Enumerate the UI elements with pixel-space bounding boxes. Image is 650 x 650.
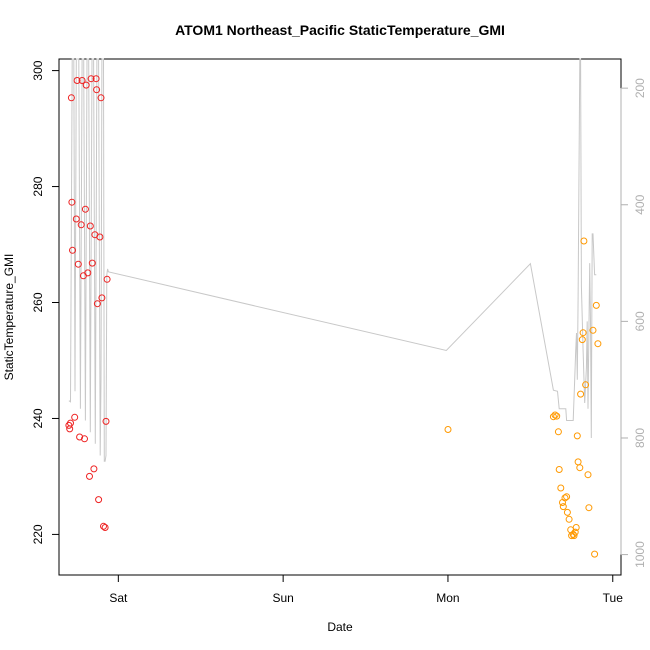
data-point-series-1 [81, 435, 88, 443]
data-points-layer [65, 75, 602, 558]
data-point-series-1 [67, 94, 75, 102]
data-point-series-2 [549, 413, 557, 421]
data-point-series-2 [563, 493, 571, 501]
data-point-series-2 [592, 301, 600, 309]
x-axis-label: Date [327, 620, 353, 634]
data-point-series-2 [582, 381, 590, 389]
data-point-series-1 [92, 75, 100, 83]
y-tick-label: 260 [31, 292, 45, 312]
x-tick-label: Sat [109, 591, 128, 605]
data-point-series-1 [88, 259, 96, 267]
data-point-series-1 [103, 275, 111, 283]
data-point-series-1 [96, 233, 104, 241]
pressure-line [68, 58, 597, 462]
y-right-tick-label: 200 [633, 78, 647, 98]
x-tick-label: Sun [272, 591, 293, 605]
data-point-series-1 [73, 77, 81, 84]
data-point-series-2 [578, 336, 586, 344]
chart-title: ATOM1 Northeast_Pacific StaticTemperatur… [175, 22, 505, 38]
data-point-series-1 [86, 472, 93, 480]
data-point-series-1 [77, 221, 85, 229]
data-point-series-1 [68, 198, 76, 206]
data-point-series-2 [571, 528, 579, 536]
data-point-series-1 [101, 524, 109, 531]
data-point-series-2 [576, 464, 584, 472]
data-point-series-2 [555, 466, 563, 473]
data-point-series-2 [570, 532, 578, 540]
data-point-series-2 [569, 530, 577, 538]
y-axis-right: 200 400 600 800 1000 [620, 78, 647, 568]
data-point-series-1 [95, 496, 103, 504]
data-point-series-2 [594, 340, 602, 348]
data-point-series-2 [559, 503, 567, 511]
data-point-series-2 [573, 432, 581, 440]
data-point-series-2 [579, 329, 587, 337]
data-point-series-2 [568, 532, 576, 540]
x-tick-label: Mon [436, 591, 459, 605]
data-point-series-1 [100, 522, 107, 530]
data-point-series-1 [84, 269, 92, 277]
data-point-series-1 [86, 222, 94, 230]
pressure-line-layer [68, 58, 597, 462]
data-point-series-1 [93, 86, 101, 94]
y-tick-label: 220 [31, 524, 45, 544]
data-point-series-1 [98, 294, 106, 302]
data-point-series-2 [565, 515, 573, 523]
data-point-series-2 [589, 326, 597, 334]
data-point-series-2 [551, 411, 559, 419]
data-point-series-1 [93, 300, 101, 308]
data-point-series-2 [553, 412, 561, 420]
y-tick-label: 280 [31, 176, 45, 196]
data-point-series-1 [102, 417, 110, 425]
data-point-series-1 [76, 433, 84, 441]
y-right-tick-label: 600 [633, 311, 647, 331]
data-point-series-2 [584, 471, 592, 479]
data-point-series-1 [72, 215, 80, 223]
data-point-series-1 [87, 75, 95, 83]
data-point-series-2 [557, 484, 565, 492]
x-axis: Sat Sun Mon Tue [109, 574, 624, 605]
y-right-tick-label: 400 [633, 194, 647, 214]
y-axis: 220 240 260 280 300 [31, 60, 60, 544]
y-tick-label: 300 [31, 60, 45, 80]
data-point-series-1 [69, 246, 76, 254]
data-point-series-2 [554, 428, 562, 436]
data-point-series-1 [71, 413, 79, 421]
y-right-tick-label: 1000 [633, 541, 647, 568]
data-point-series-2 [585, 504, 593, 512]
data-point-series-1 [78, 77, 86, 84]
data-point-series-2 [561, 494, 569, 502]
y-axis-label: StaticTemperature_GMI [2, 254, 16, 381]
data-point-series-2 [563, 508, 571, 516]
data-point-series-1 [74, 260, 82, 268]
data-point-series-2 [572, 524, 580, 531]
data-point-series-2 [577, 390, 585, 398]
y-tick-label: 240 [31, 408, 45, 428]
data-point-series-1 [82, 81, 90, 89]
data-point-series-1 [67, 419, 74, 427]
x-tick-label: Tue [603, 591, 624, 605]
data-point-series-1 [97, 94, 105, 102]
y-right-tick-label: 800 [633, 428, 647, 448]
data-point-series-1 [90, 465, 98, 473]
data-point-series-1 [81, 205, 89, 213]
data-point-series-2 [591, 550, 599, 558]
data-point-series-2 [580, 237, 588, 245]
data-point-series-2 [444, 426, 452, 433]
